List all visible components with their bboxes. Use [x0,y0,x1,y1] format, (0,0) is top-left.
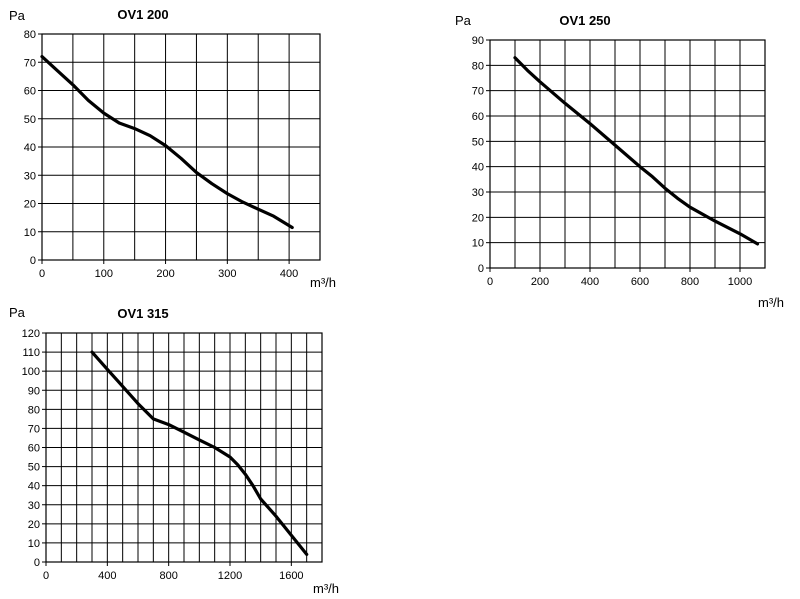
ov1-250-x-axis-label: m³/h [758,295,784,310]
ov1-315-ytick-label: 80 [28,404,40,416]
ov1-250-pressure-curve [513,56,760,246]
ov1-200-xtick-label: 400 [280,268,298,280]
ov1-315-plot-frame [45,332,323,563]
ov1-200-ytick-label: 80 [24,29,36,41]
ov1-250-ytick-label: 70 [472,86,484,98]
ov1-200-ytick-label: 50 [24,114,36,126]
ov1-315-x-axis-label: m³/h [313,581,339,596]
ov1-315-xtick-label: 800 [159,570,177,582]
ov1-315-xtick-label: 1200 [218,570,242,582]
ov1-250-y-axis-label: Pa [455,13,472,28]
ov1-200-x-axis-label: m³/h [310,275,336,290]
ov1-250-xtick-label: 200 [531,276,549,288]
ov1-250-xtick-label: 400 [581,276,599,288]
ov1-250-ytick-label: 50 [472,136,484,148]
ov1-315-ytick-label: 40 [28,481,40,493]
ov1-250-ytick-label: 80 [472,60,484,72]
ov1-250-plot-frame [489,39,766,269]
ov1-200-ytick-label: 0 [30,255,36,267]
ov1-200-xtick-label: 200 [156,268,174,280]
ov1-250-xtick-label: 1000 [728,276,752,288]
ov1-315-pressure-curve [90,350,309,556]
ov1-315-xtick-label: 400 [98,570,116,582]
ov1-315-y-axis-label: Pa [9,305,26,320]
ov1-315-xtick-label: 1600 [279,570,303,582]
ov1-250-ytick-label: 90 [472,35,484,47]
ov1-315-ytick-label: 50 [28,462,40,474]
ov1-200-ytick-label: 30 [24,170,36,182]
ov1-315-ytick-label: 20 [28,519,40,531]
ov1-200-xtick-label: 0 [39,268,45,280]
ov1-250-ytick-label: 10 [472,238,484,250]
ov1-200-chart-title: OV1 200 [117,7,168,22]
ov1-250-xtick-label: 800 [681,276,699,288]
ov1-315-chart-title: OV1 315 [117,306,168,321]
ov1-200-ytick-label: 10 [24,227,36,239]
ov1-200-ytick-label: 60 [24,86,36,98]
ov1-315-ytick-label: 10 [28,538,40,550]
ov1-250-ytick-label: 0 [478,263,484,275]
ov1-200-xtick-label: 100 [95,268,113,280]
ov1-315-ytick-label: 110 [22,347,40,359]
ov1-250-ytick-label: 60 [472,111,484,123]
ov1-315-ytick-label: 100 [22,366,40,378]
ov1-250-xtick-label: 0 [487,276,493,288]
ov1-315-ytick-label: 90 [28,385,40,397]
ov1-315-ytick-label: 120 [22,328,40,340]
ov1-200-plot-frame [41,33,321,261]
ov1-200-ytick-label: 40 [24,142,36,154]
ov1-315-ytick-label: 70 [28,423,40,435]
ov1-250-ytick-label: 30 [472,187,484,199]
ov1-315-ytick-label: 60 [28,443,40,455]
ov1-250-chart-title: OV1 250 [559,13,610,28]
ov1-315-ytick-label: 0 [34,557,40,569]
ov1-200-y-axis-label: Pa [9,8,26,23]
ov1-250-ytick-label: 20 [472,212,484,224]
ov1-200-pressure-curve [40,55,294,230]
ov1-315-xtick-label: 0 [43,570,49,582]
ov1-200-ytick-label: 20 [24,199,36,211]
ov1-250-ytick-label: 40 [472,162,484,174]
ov1-200-xtick-label: 300 [218,268,236,280]
ov1-315-ytick-label: 30 [28,500,40,512]
ov1-250-xtick-label: 600 [631,276,649,288]
ov1-200-ytick-label: 70 [24,57,36,69]
